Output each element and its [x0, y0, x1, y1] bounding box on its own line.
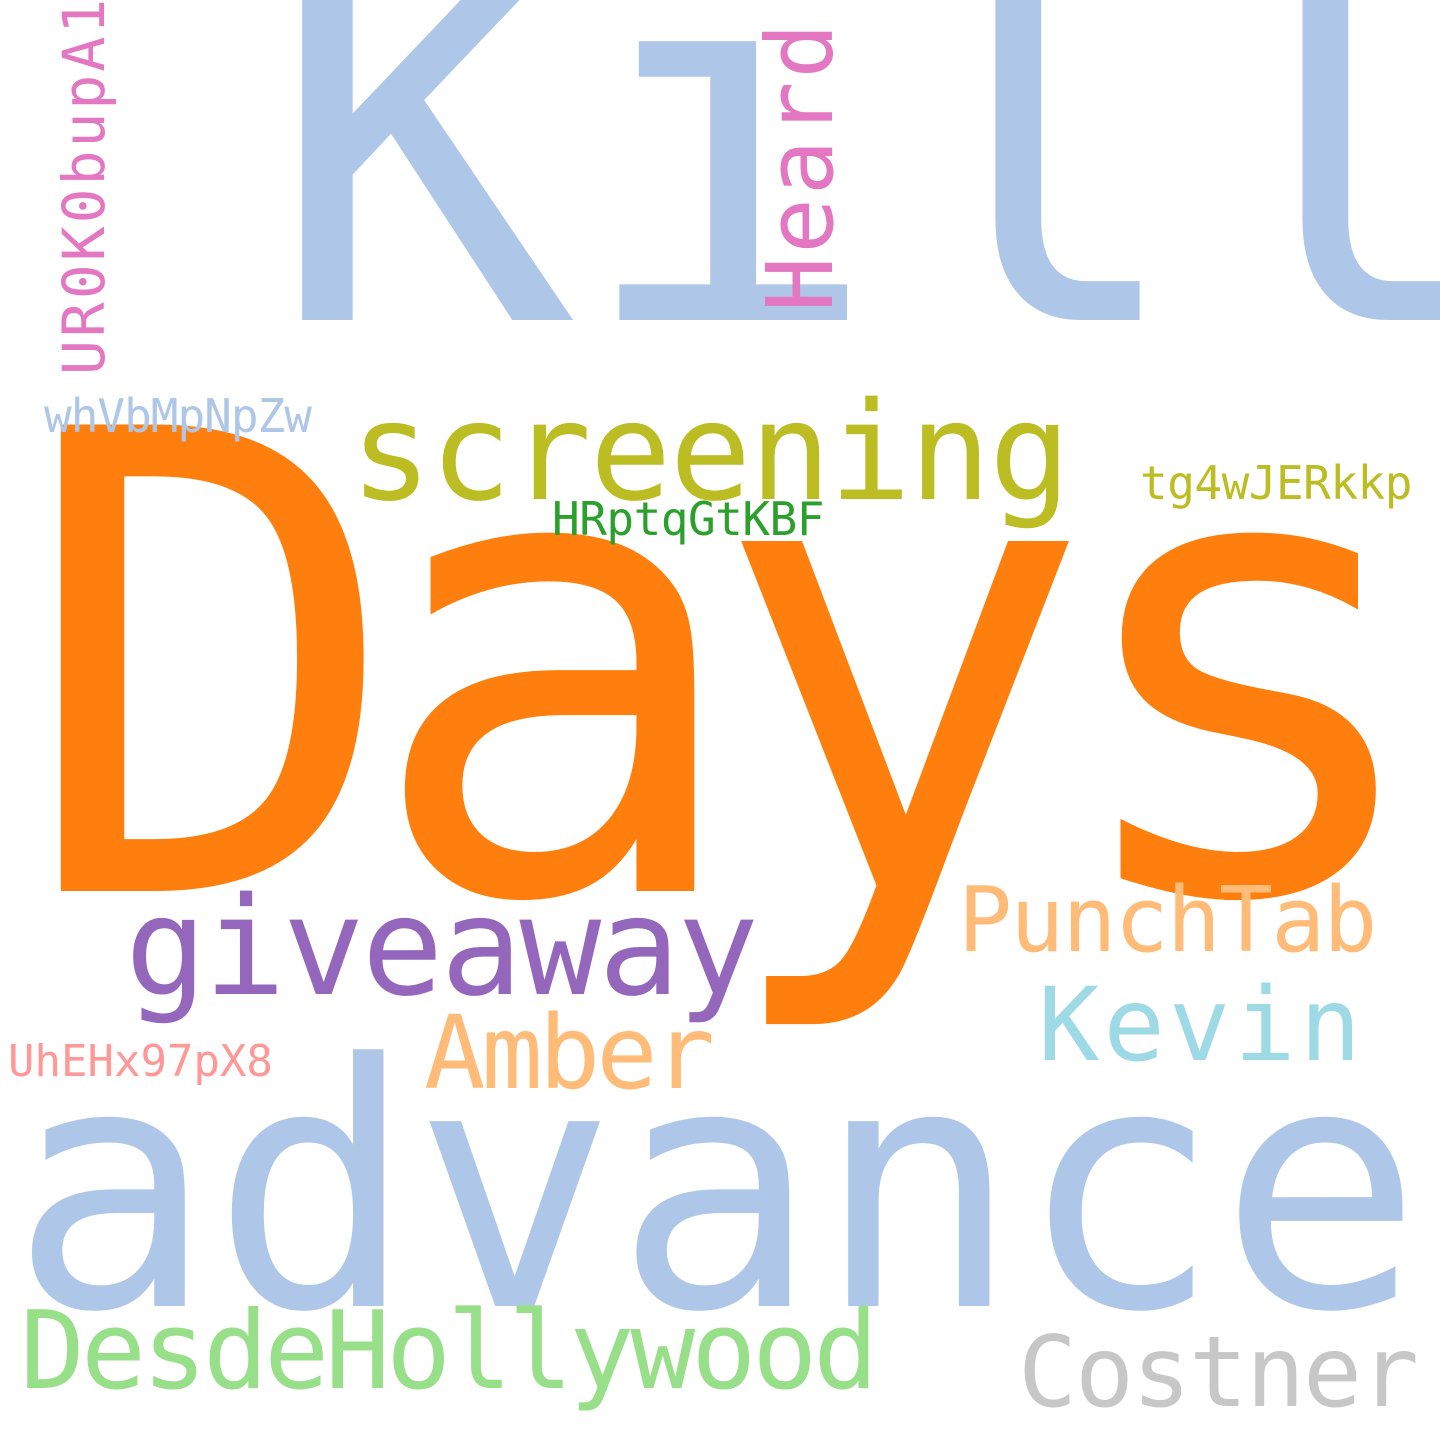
word-days: Days [18, 297, 1439, 1042]
word-costner: Costner [1018, 1316, 1419, 1430]
word-screening: screening [350, 374, 1071, 532]
word-heard: Heard [747, 20, 854, 312]
word-giveaway: giveaway [125, 869, 759, 1027]
word-desdehollywood: DesdeHollywood [20, 1289, 878, 1414]
word-kill: Kill [268, 0, 1440, 441]
word-whvbmpnpzw: whVbMpNpZw [44, 389, 312, 443]
word-advance: advance [10, 992, 1422, 1386]
word-tg4wjerkkp: tg4wJERkkp [1140, 456, 1412, 510]
word-uhehx97px8: UhEHx97pX8 [8, 1036, 273, 1087]
word-hrptqgtkbf: HRptqGtKBF [552, 492, 824, 546]
word-kevin: Kevin [1038, 966, 1366, 1085]
word-amber: Amber [424, 994, 715, 1113]
word-punchtab: PunchTab [958, 868, 1377, 973]
word-ur0k0bupa1: UR0K0bupA1 [50, 0, 118, 375]
